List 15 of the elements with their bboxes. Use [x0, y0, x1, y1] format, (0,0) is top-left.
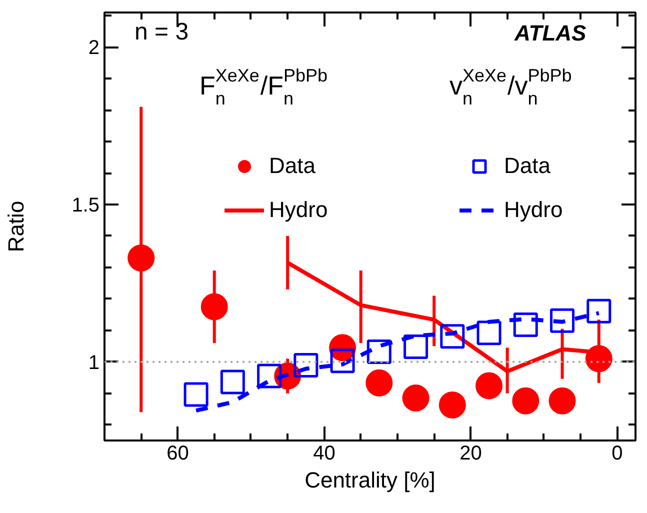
legend-label: Hydro	[269, 196, 328, 224]
annotation: n = 3	[134, 18, 189, 46]
x-tick-label: 60	[166, 442, 189, 464]
legend-label: Data	[504, 152, 550, 180]
x-tick-label: 40	[313, 442, 336, 464]
x-tick-label: 20	[460, 442, 482, 464]
legend-label: Data	[269, 152, 316, 180]
y-tick-label: 1.5	[72, 194, 100, 216]
y-tick-label: 1	[88, 352, 100, 374]
y-tick-label: 2	[88, 37, 100, 60]
x-axis-title: Centrality [%]	[304, 468, 436, 492]
y-axis-title: Ratio	[4, 200, 29, 252]
annotation: ATLAS	[514, 20, 587, 46]
x-tick-label: 0	[612, 442, 623, 464]
legend-label: Hydro	[504, 196, 563, 224]
